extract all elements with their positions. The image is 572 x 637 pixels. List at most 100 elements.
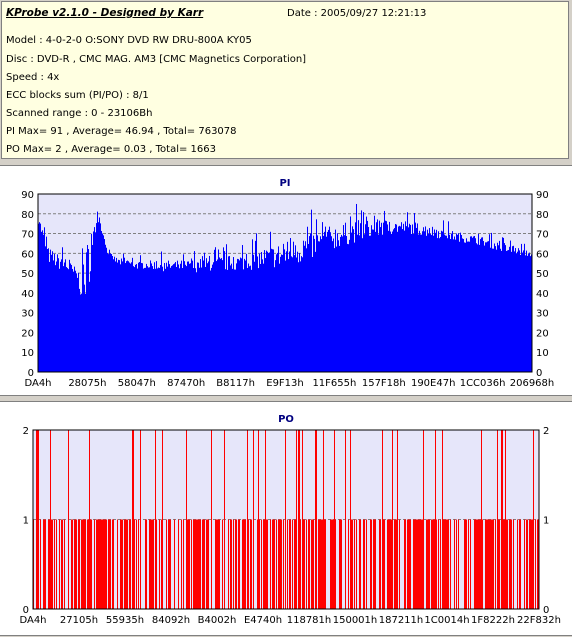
po-bar: [138, 519, 139, 609]
pi-bar: [322, 222, 323, 372]
pi-bar: [62, 247, 63, 372]
pi-bar: [232, 268, 233, 372]
pi-bar: [104, 239, 105, 372]
po-bar: [333, 519, 334, 609]
po-bar: [531, 519, 532, 609]
po-bar: [413, 519, 414, 609]
pi-bar: [129, 262, 130, 372]
pi-bar: [122, 261, 123, 372]
pi-bar: [230, 265, 231, 372]
pi-ytick-right: 40: [536, 289, 549, 300]
pi-bar: [120, 264, 121, 372]
pi-bar: [495, 246, 496, 372]
pi-bar: [203, 260, 204, 372]
pi-bar: [465, 242, 466, 372]
pi-bar: [155, 268, 156, 372]
pi-bar: [438, 231, 439, 372]
pi-bar: [148, 267, 149, 372]
pi-bar: [396, 224, 397, 372]
po-bar: [309, 519, 310, 609]
pi-bar: [144, 267, 145, 372]
pi-bar: [510, 240, 511, 372]
pi-bar: [455, 239, 456, 372]
pi-ytick-left: 0: [28, 368, 34, 379]
pi-bar: [171, 266, 172, 372]
pi-xtick: 28075h: [68, 378, 106, 389]
po-bar: [100, 519, 101, 609]
po-bar: [380, 519, 381, 609]
pi-bar: [269, 252, 270, 372]
po-bar: [204, 519, 205, 609]
pi-bar: [376, 222, 377, 372]
pi-bar: [471, 236, 472, 372]
pi-bar: [237, 258, 238, 372]
pi-bar: [78, 272, 79, 372]
pi-bar: [406, 226, 407, 372]
po-bar: [382, 430, 383, 609]
pi-bar: [273, 249, 274, 372]
po-bar: [315, 430, 316, 609]
pi-ytick-left: 20: [21, 328, 34, 339]
po-bar: [38, 430, 39, 609]
po-bar: [331, 519, 332, 609]
po-bar: [149, 519, 150, 609]
po-bar: [133, 430, 134, 609]
pi-bar: [231, 263, 232, 372]
pi-bar: [517, 251, 518, 372]
pi-bar: [124, 257, 125, 372]
pi-bar: [313, 235, 314, 372]
pi-bar: [357, 234, 358, 372]
po-bar: [478, 519, 479, 609]
po-bar: [263, 519, 264, 609]
pi-bar: [501, 250, 502, 372]
pi-bar: [388, 230, 389, 372]
pi-bar: [121, 258, 122, 372]
pi-bar: [174, 263, 175, 372]
pi-bar: [399, 225, 400, 372]
po-bar: [389, 519, 390, 609]
po-bar: [302, 430, 303, 609]
pi-bar: [248, 263, 249, 372]
pi-bar: [98, 222, 99, 372]
pi-bar: [451, 233, 452, 372]
pi-bar: [163, 271, 164, 372]
pi-bar: [189, 263, 190, 372]
po-bar: [125, 519, 126, 609]
po-bar: [208, 519, 209, 609]
pi-ytick-right: 50: [536, 269, 549, 280]
pi-bar: [343, 225, 344, 372]
pi-bar: [430, 233, 431, 372]
po-bar: [505, 430, 506, 609]
pi-bar: [525, 255, 526, 372]
po-bar: [109, 519, 110, 609]
pi-bar: [107, 252, 108, 372]
pi-bar: [515, 248, 516, 372]
pi-bar: [161, 251, 162, 372]
pi-bar: [244, 258, 245, 372]
po-bar: [489, 519, 490, 609]
po-bar: [186, 430, 187, 609]
po-bar: [394, 519, 395, 609]
po-bar: [40, 519, 41, 609]
pi-bar: [84, 284, 85, 372]
po-bar: [207, 519, 208, 609]
po-bar: [187, 519, 188, 609]
pi-bar: [425, 226, 426, 372]
pi-bar: [224, 251, 225, 372]
po-bar: [102, 519, 103, 609]
pi-bar: [520, 255, 521, 372]
pi-bar: [395, 224, 396, 372]
pi-bar: [355, 222, 356, 372]
pi-bar: [375, 231, 376, 372]
po-bar: [485, 519, 486, 609]
pi-bar: [172, 265, 173, 372]
pi-bar: [240, 257, 241, 372]
pi-bar: [352, 226, 353, 372]
pi-ytick-left: 80: [21, 210, 34, 221]
po-bar: [440, 519, 441, 609]
pi-bar: [158, 267, 159, 372]
pi-bar: [345, 222, 346, 372]
pi-bar: [433, 235, 434, 372]
pi-ytick-right: 30: [536, 309, 549, 320]
po-bar: [218, 519, 219, 609]
